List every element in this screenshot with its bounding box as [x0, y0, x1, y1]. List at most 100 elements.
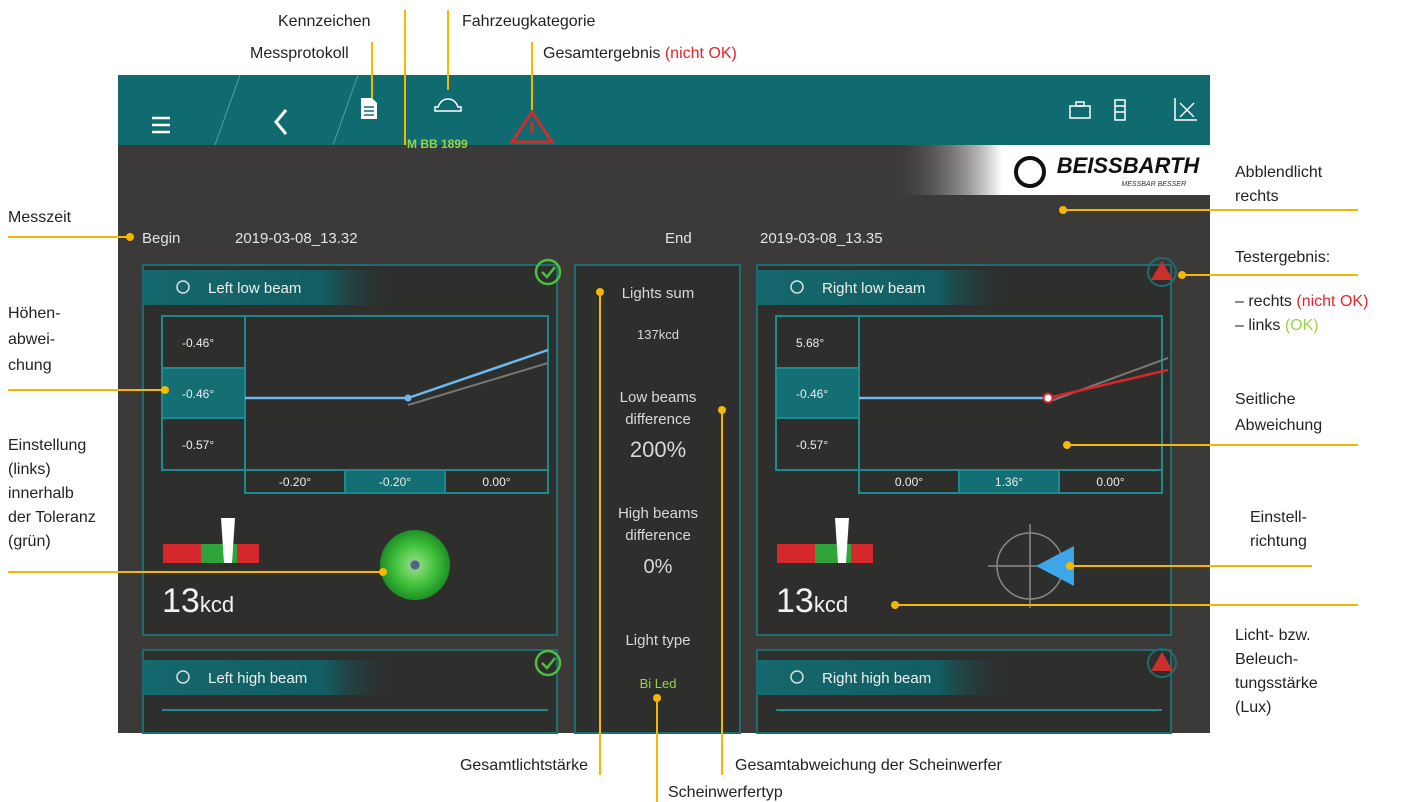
menu-button[interactable]	[152, 116, 170, 134]
beam-panel	[756, 264, 1172, 636]
annotation: rechts	[1235, 188, 1279, 205]
vertical-value: -0.46°	[182, 387, 214, 401]
leader-dot	[1059, 206, 1067, 214]
end-time: 2019-03-08_13.35	[760, 230, 883, 247]
beam-icon	[790, 280, 804, 294]
leader-dot	[596, 288, 604, 296]
brand: BEISSBARTH	[1057, 153, 1201, 178]
annotation: chung	[8, 357, 52, 374]
back-button[interactable]	[274, 109, 288, 135]
beam-point	[1042, 392, 1054, 404]
aim-center	[409, 559, 421, 571]
vertical-value: -0.46°	[182, 336, 214, 350]
status-icons	[1069, 98, 1197, 121]
report-icon[interactable]	[361, 98, 377, 119]
leader-dot	[653, 694, 661, 702]
panel-title: Left low beam	[208, 280, 301, 297]
status-warning	[1151, 261, 1173, 280]
status-ok	[534, 649, 562, 677]
begin-time: 2019-03-08_13.32	[235, 230, 358, 247]
leader-dot	[161, 386, 169, 394]
panel-title-bar	[143, 270, 401, 305]
low-diff-label: difference	[625, 411, 691, 428]
status-ok	[534, 258, 562, 286]
horizontal-cell	[444, 469, 549, 494]
annotation: Messprotokoll	[250, 45, 349, 62]
plate: M BB 1899	[407, 137, 468, 151]
light-type-label: Light type	[625, 632, 690, 649]
leader-dot	[1178, 271, 1186, 279]
annotation: Kennzeichen	[278, 13, 371, 30]
annotation: Licht- bzw.	[1235, 627, 1311, 644]
leader-dot	[379, 568, 387, 576]
vertical-cell	[775, 417, 860, 471]
tolerance-high	[851, 544, 873, 563]
leader-dot	[1066, 562, 1074, 570]
annotation: innerhalb	[8, 485, 74, 502]
annotation: Gesamtergebnis (nicht OK)	[543, 45, 737, 62]
high-diff: 0%	[644, 556, 673, 578]
tolerance-indicator	[221, 518, 235, 563]
intensity-value: 13	[776, 582, 814, 620]
horizontal-value: 0.00°	[482, 475, 510, 489]
annotation: Fahrzeugkategorie	[462, 13, 596, 30]
status-ok-check	[541, 266, 556, 279]
logo-mark	[1014, 156, 1046, 188]
panel-title-bar	[757, 270, 1015, 305]
beam-line-out	[1047, 368, 1169, 400]
annotation: Abblendlicht	[1235, 164, 1323, 181]
annotation: (links)	[8, 461, 51, 478]
aim-direction	[1036, 546, 1074, 586]
annotations: Kennzeichen Fahrzeugkategorie Messprotok…	[8, 10, 1368, 802]
intensity: 13kcd	[162, 582, 234, 620]
summary-panel	[574, 264, 741, 734]
horizontal-value: -0.20°	[379, 475, 411, 489]
status-warning	[1151, 652, 1173, 671]
panel-title-bar	[757, 660, 1015, 695]
beam-panel	[142, 264, 558, 636]
lights-sum: 137kcd	[637, 327, 679, 342]
beam-icon	[790, 670, 804, 684]
annotation: Scheinwerfertyp	[668, 784, 783, 801]
annotation: richtung	[1250, 533, 1307, 550]
annotation: (grün)	[8, 533, 51, 550]
end-label: End	[665, 230, 692, 247]
leader-dot	[718, 406, 726, 414]
annotation: Abweichung	[1235, 417, 1322, 434]
panel-title-bar	[143, 660, 401, 695]
annotation: Einstellung	[8, 437, 86, 454]
annotation-label: – rechts	[1235, 293, 1292, 310]
low-diff-label: Low beams	[620, 389, 697, 406]
tolerance-indicator	[835, 518, 849, 563]
horizontal-value: 0.00°	[895, 475, 923, 489]
low-diff: 200%	[630, 437, 686, 462]
annotation-label: Gesamtergebnis	[543, 45, 660, 62]
panel-title: Right low beam	[822, 280, 925, 297]
tolerance-low	[777, 544, 815, 563]
divider	[332, 74, 359, 146]
intensity: 13kcd	[776, 582, 848, 620]
status-ok-check	[541, 657, 556, 670]
annotation-status: (nicht OK)	[665, 45, 737, 62]
slogan: MESSBAR BESSER	[1121, 181, 1186, 188]
tolerance-low	[163, 544, 201, 563]
car-icon	[434, 98, 462, 112]
annotation: abwei-	[8, 331, 55, 348]
annotation: Seitliche	[1235, 391, 1296, 408]
reference-line	[407, 362, 549, 406]
annotation: der Toleranz	[8, 509, 96, 526]
vertical-cell	[161, 367, 246, 419]
vertical-cell	[161, 417, 246, 471]
tolerance-high	[237, 544, 259, 563]
vertical-value: 5.68°	[796, 336, 824, 350]
intensity-unit: kcd	[814, 592, 848, 617]
vertical-value: -0.57°	[182, 438, 214, 452]
high-diff-label: High beams	[618, 505, 698, 522]
annotation-status: (nicht OK)	[1296, 293, 1368, 310]
annotation: Gesamtabweichung der Scheinwerfer	[735, 757, 1002, 774]
annotation: tungsstärke	[1235, 675, 1318, 692]
reference-line	[1047, 357, 1169, 403]
status-warning-ring	[1147, 648, 1177, 678]
annotation: Testergebnis:	[1235, 249, 1330, 266]
